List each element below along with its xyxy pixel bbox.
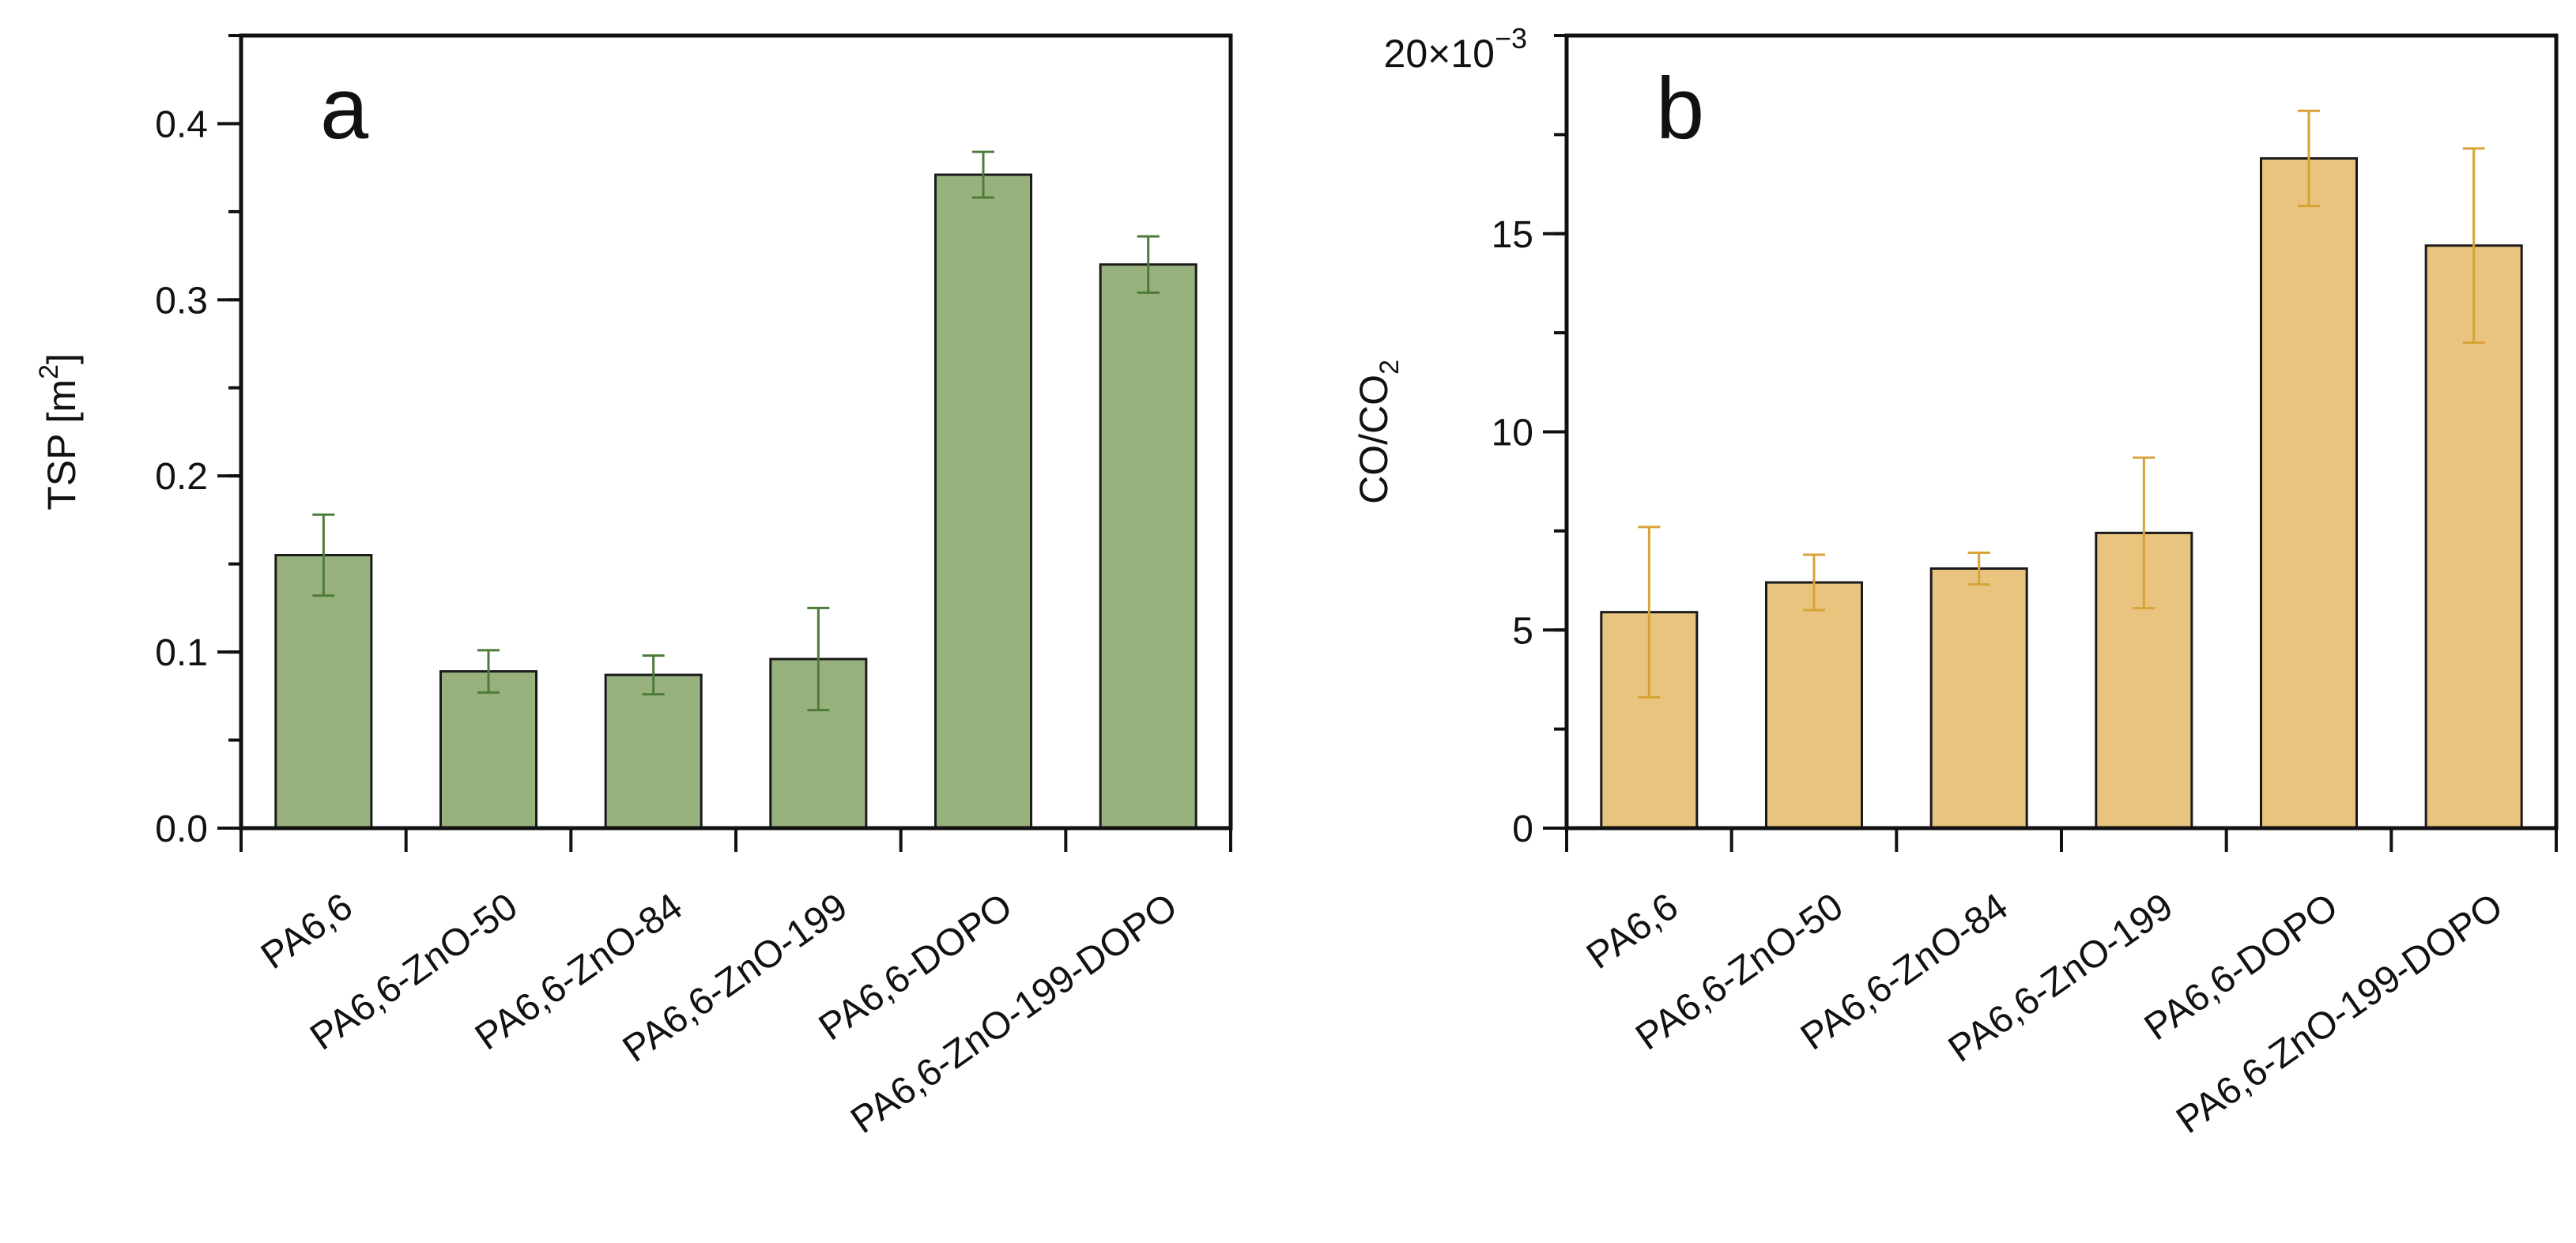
y-axis-title-end: ] xyxy=(40,353,84,364)
x-tick-label: PA6,6 xyxy=(254,886,360,977)
axis-exponent-superscript: −3 xyxy=(1495,22,1527,55)
y-axis-title-main: TSP [m xyxy=(40,379,84,510)
chart-panel-a: 0.00.10.20.30.4PA6,6PA6,6-ZnO-50PA6,6-Zn… xyxy=(34,33,1233,1142)
plot-frame xyxy=(1564,33,2559,831)
y-tick-label: 0 xyxy=(1512,808,1533,850)
y-tick-label: 0.2 xyxy=(155,456,208,498)
y-tick-label: 5 xyxy=(1512,610,1533,652)
x-tick-label: PA6,6 xyxy=(1579,886,1686,977)
bar-3 xyxy=(604,673,703,830)
bar-3 xyxy=(1929,567,2028,830)
y-tick-label: 0.1 xyxy=(155,632,208,674)
y-tick-label: 15 xyxy=(1492,214,1533,256)
bar-5 xyxy=(933,173,1033,830)
y-tick-label: 0.0 xyxy=(155,808,208,850)
bar-1 xyxy=(274,554,373,830)
y-axis-title-subscript: 2 xyxy=(1375,360,1405,375)
y-tick-label: 10 xyxy=(1492,412,1533,454)
chart-panel-b: 051015PA6,6PA6,6-ZnO-50PA6,6-ZnO-84PA6,6… xyxy=(1352,22,2559,1142)
x-tick-label: PA6,6-ZnO-199-DOPO xyxy=(2169,886,2510,1142)
y-tick-label: 0.4 xyxy=(155,104,208,145)
panel-letter: b xyxy=(1656,60,1704,157)
y-axis-title: CO/CO2 xyxy=(1352,360,1405,504)
x-tick-label: PA6,6-ZnO-199-DOPO xyxy=(843,886,1185,1142)
bar-6 xyxy=(2424,244,2523,830)
y-axis-title-superscript: 2 xyxy=(34,364,64,379)
y-axis-title-main: CO/CO xyxy=(1352,375,1396,504)
bar-2 xyxy=(1764,581,1864,830)
y-axis-title: TSP [m2] xyxy=(34,353,84,510)
axis-exponent-label: 20×10−3 xyxy=(1384,22,1527,76)
panel-letter: a xyxy=(320,60,369,157)
axis-exponent-base: 20×10 xyxy=(1384,32,1495,76)
bar-5 xyxy=(2259,156,2359,830)
y-tick-label: 0.3 xyxy=(155,280,208,322)
plot-frame xyxy=(239,33,1233,831)
bar-2 xyxy=(439,670,538,830)
bar-6 xyxy=(1099,263,1197,830)
